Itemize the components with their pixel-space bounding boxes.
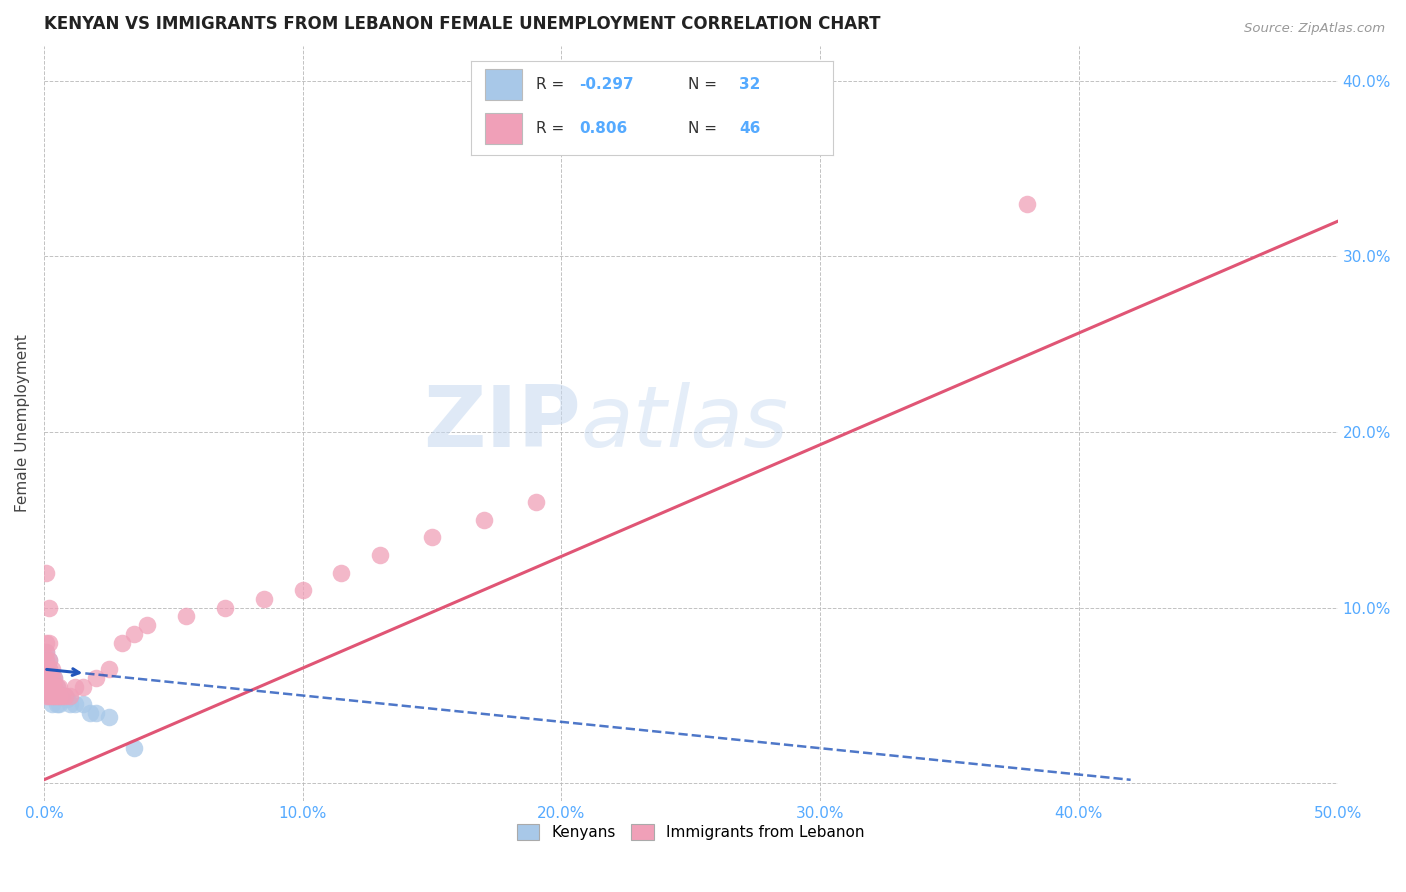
Point	[59, 689, 82, 703]
Point	[35, 662, 58, 676]
Point	[44, 680, 66, 694]
Point	[53, 689, 76, 703]
Point	[45, 680, 67, 694]
Point	[48, 680, 70, 694]
Point	[45, 680, 67, 694]
Point	[291, 583, 314, 598]
Point	[35, 644, 58, 658]
Point	[35, 636, 58, 650]
Point	[48, 698, 70, 712]
Point	[35, 662, 58, 676]
Point	[59, 698, 82, 712]
Point	[51, 689, 73, 703]
Point	[53, 689, 76, 703]
Point	[38, 671, 60, 685]
Point	[41, 689, 63, 703]
Point	[1017, 196, 1039, 211]
Point	[97, 662, 120, 676]
Point	[174, 609, 197, 624]
Point	[214, 600, 236, 615]
Point	[84, 706, 107, 720]
Point	[41, 662, 63, 676]
Point	[56, 692, 79, 706]
Point	[41, 671, 63, 685]
Point	[368, 548, 391, 562]
Text: atlas: atlas	[581, 382, 789, 465]
Point	[253, 591, 276, 606]
Point	[472, 513, 495, 527]
Point	[38, 653, 60, 667]
Point	[38, 689, 60, 703]
Point	[51, 689, 73, 703]
Legend: Kenyans, Immigrants from Lebanon: Kenyans, Immigrants from Lebanon	[510, 818, 872, 847]
Point	[35, 671, 58, 685]
Point	[110, 636, 132, 650]
Point	[72, 680, 94, 694]
Point	[48, 689, 70, 703]
Text: KENYAN VS IMMIGRANTS FROM LEBANON FEMALE UNEMPLOYMENT CORRELATION CHART: KENYAN VS IMMIGRANTS FROM LEBANON FEMALE…	[44, 15, 880, 33]
Point	[45, 698, 67, 712]
Point	[44, 671, 66, 685]
Point	[38, 689, 60, 703]
Point	[63, 680, 86, 694]
Point	[38, 653, 60, 667]
Y-axis label: Female Unemployment: Female Unemployment	[15, 334, 30, 512]
Point	[35, 689, 58, 703]
Point	[38, 662, 60, 676]
Point	[44, 671, 66, 685]
Point	[41, 671, 63, 685]
Point	[124, 627, 146, 641]
Point	[38, 680, 60, 694]
Point	[35, 653, 58, 667]
Point	[35, 680, 58, 694]
Point	[44, 680, 66, 694]
Point	[420, 531, 443, 545]
Point	[41, 680, 63, 694]
Point	[97, 709, 120, 723]
Point	[44, 689, 66, 703]
Point	[45, 689, 67, 703]
Point	[63, 698, 86, 712]
Point	[79, 706, 101, 720]
Point	[84, 671, 107, 685]
Point	[38, 680, 60, 694]
Point	[41, 689, 63, 703]
Point	[35, 653, 58, 667]
Point	[41, 698, 63, 712]
Text: Source: ZipAtlas.com: Source: ZipAtlas.com	[1244, 22, 1385, 36]
Point	[524, 495, 547, 509]
Point	[35, 644, 58, 658]
Point	[38, 636, 60, 650]
Point	[72, 698, 94, 712]
Point	[35, 680, 58, 694]
Point	[124, 741, 146, 756]
Point	[38, 600, 60, 615]
Point	[38, 671, 60, 685]
Point	[330, 566, 353, 580]
Point	[35, 566, 58, 580]
Point	[38, 662, 60, 676]
Point	[41, 680, 63, 694]
Point	[45, 689, 67, 703]
Point	[44, 689, 66, 703]
Point	[136, 618, 159, 632]
Point	[35, 671, 58, 685]
Point	[48, 689, 70, 703]
Text: ZIP: ZIP	[423, 382, 581, 465]
